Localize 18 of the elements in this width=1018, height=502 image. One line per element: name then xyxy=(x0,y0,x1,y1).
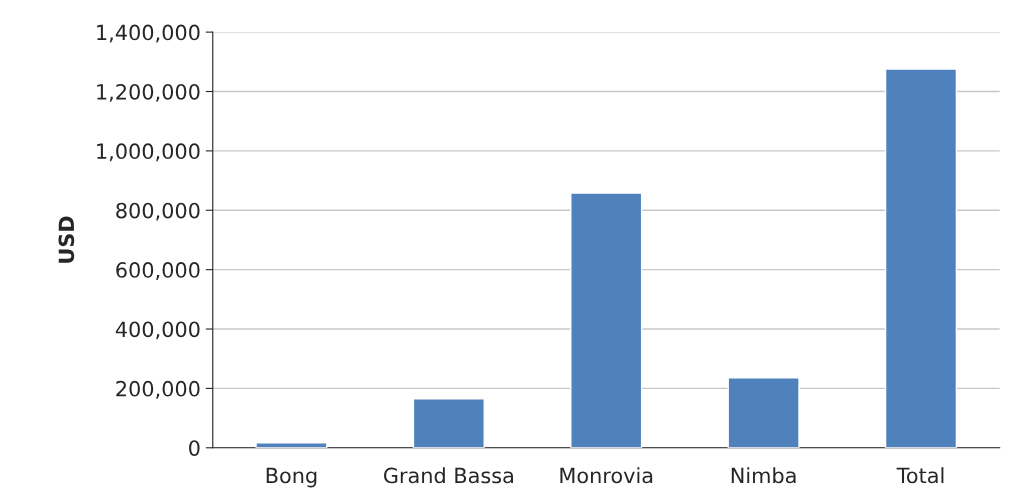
x-tick-label: Total xyxy=(896,467,944,484)
y-tick-label: 0 xyxy=(189,440,200,456)
x-tick-label: Bong xyxy=(266,467,317,488)
y-tick-label: 200,000 xyxy=(116,380,200,399)
y-axis-title: USD xyxy=(58,216,75,263)
bar xyxy=(412,398,485,448)
bar xyxy=(570,192,643,448)
y-tick-label: 1,000,000 xyxy=(97,143,200,162)
y-tick-label: 400,000 xyxy=(115,321,200,340)
bar xyxy=(884,68,958,448)
y-tick-label: 1,400,000 xyxy=(97,24,200,43)
x-tick-label: Grand Bassa xyxy=(383,467,513,484)
bar xyxy=(727,377,800,448)
y-tick-label: 600,000 xyxy=(116,262,200,280)
y-tick-label: 800,000 xyxy=(116,202,200,221)
x-tick-label: Monrovia xyxy=(560,467,653,484)
y-tick-label: 1,200,000 xyxy=(97,83,200,102)
x-tick-label: Nimba xyxy=(731,467,796,484)
